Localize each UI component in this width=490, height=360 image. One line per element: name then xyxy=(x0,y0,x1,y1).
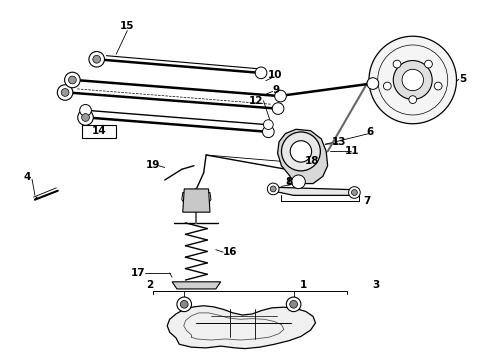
Text: 10: 10 xyxy=(268,69,282,80)
Circle shape xyxy=(393,60,432,99)
Circle shape xyxy=(286,297,301,312)
Text: 17: 17 xyxy=(131,268,146,278)
Circle shape xyxy=(424,60,432,68)
Circle shape xyxy=(80,104,91,116)
Text: 16: 16 xyxy=(223,247,238,257)
Text: 12: 12 xyxy=(249,96,264,106)
Circle shape xyxy=(263,126,274,138)
Polygon shape xyxy=(167,306,316,348)
Circle shape xyxy=(351,190,357,195)
Circle shape xyxy=(180,301,188,308)
Circle shape xyxy=(409,96,416,104)
Text: 5: 5 xyxy=(459,74,466,84)
Circle shape xyxy=(255,67,267,79)
Circle shape xyxy=(177,297,192,312)
Circle shape xyxy=(93,55,100,63)
Text: 3: 3 xyxy=(373,280,380,290)
Circle shape xyxy=(89,51,104,67)
Circle shape xyxy=(367,78,379,89)
Text: 1: 1 xyxy=(300,280,307,291)
Circle shape xyxy=(268,183,279,195)
Circle shape xyxy=(281,132,320,171)
Text: 11: 11 xyxy=(345,146,359,156)
Circle shape xyxy=(275,90,286,102)
Text: 2: 2 xyxy=(147,280,154,290)
Text: 7: 7 xyxy=(363,196,370,206)
Circle shape xyxy=(290,141,312,162)
Polygon shape xyxy=(172,282,220,289)
Text: 4: 4 xyxy=(24,172,31,183)
Text: 19: 19 xyxy=(146,160,160,170)
Polygon shape xyxy=(272,187,359,195)
Circle shape xyxy=(270,186,276,192)
Circle shape xyxy=(290,301,297,308)
Text: 15: 15 xyxy=(120,21,135,31)
Circle shape xyxy=(292,175,305,189)
Text: 14: 14 xyxy=(92,126,106,136)
Circle shape xyxy=(82,114,89,121)
Circle shape xyxy=(61,89,69,96)
Text: 8: 8 xyxy=(285,177,293,187)
Bar xyxy=(82,125,116,138)
Circle shape xyxy=(65,72,80,88)
Text: 9: 9 xyxy=(272,85,279,95)
Circle shape xyxy=(369,36,457,124)
Circle shape xyxy=(78,110,93,125)
Circle shape xyxy=(402,69,423,91)
Polygon shape xyxy=(277,129,328,184)
Circle shape xyxy=(348,187,360,198)
Circle shape xyxy=(272,103,284,114)
Polygon shape xyxy=(183,189,210,212)
Circle shape xyxy=(57,85,73,100)
Circle shape xyxy=(383,82,391,90)
Text: 13: 13 xyxy=(332,137,346,147)
Circle shape xyxy=(69,76,76,84)
Text: 18: 18 xyxy=(304,156,319,166)
Text: 6: 6 xyxy=(367,127,373,138)
Circle shape xyxy=(264,120,273,130)
Circle shape xyxy=(434,82,442,90)
Circle shape xyxy=(393,60,401,68)
